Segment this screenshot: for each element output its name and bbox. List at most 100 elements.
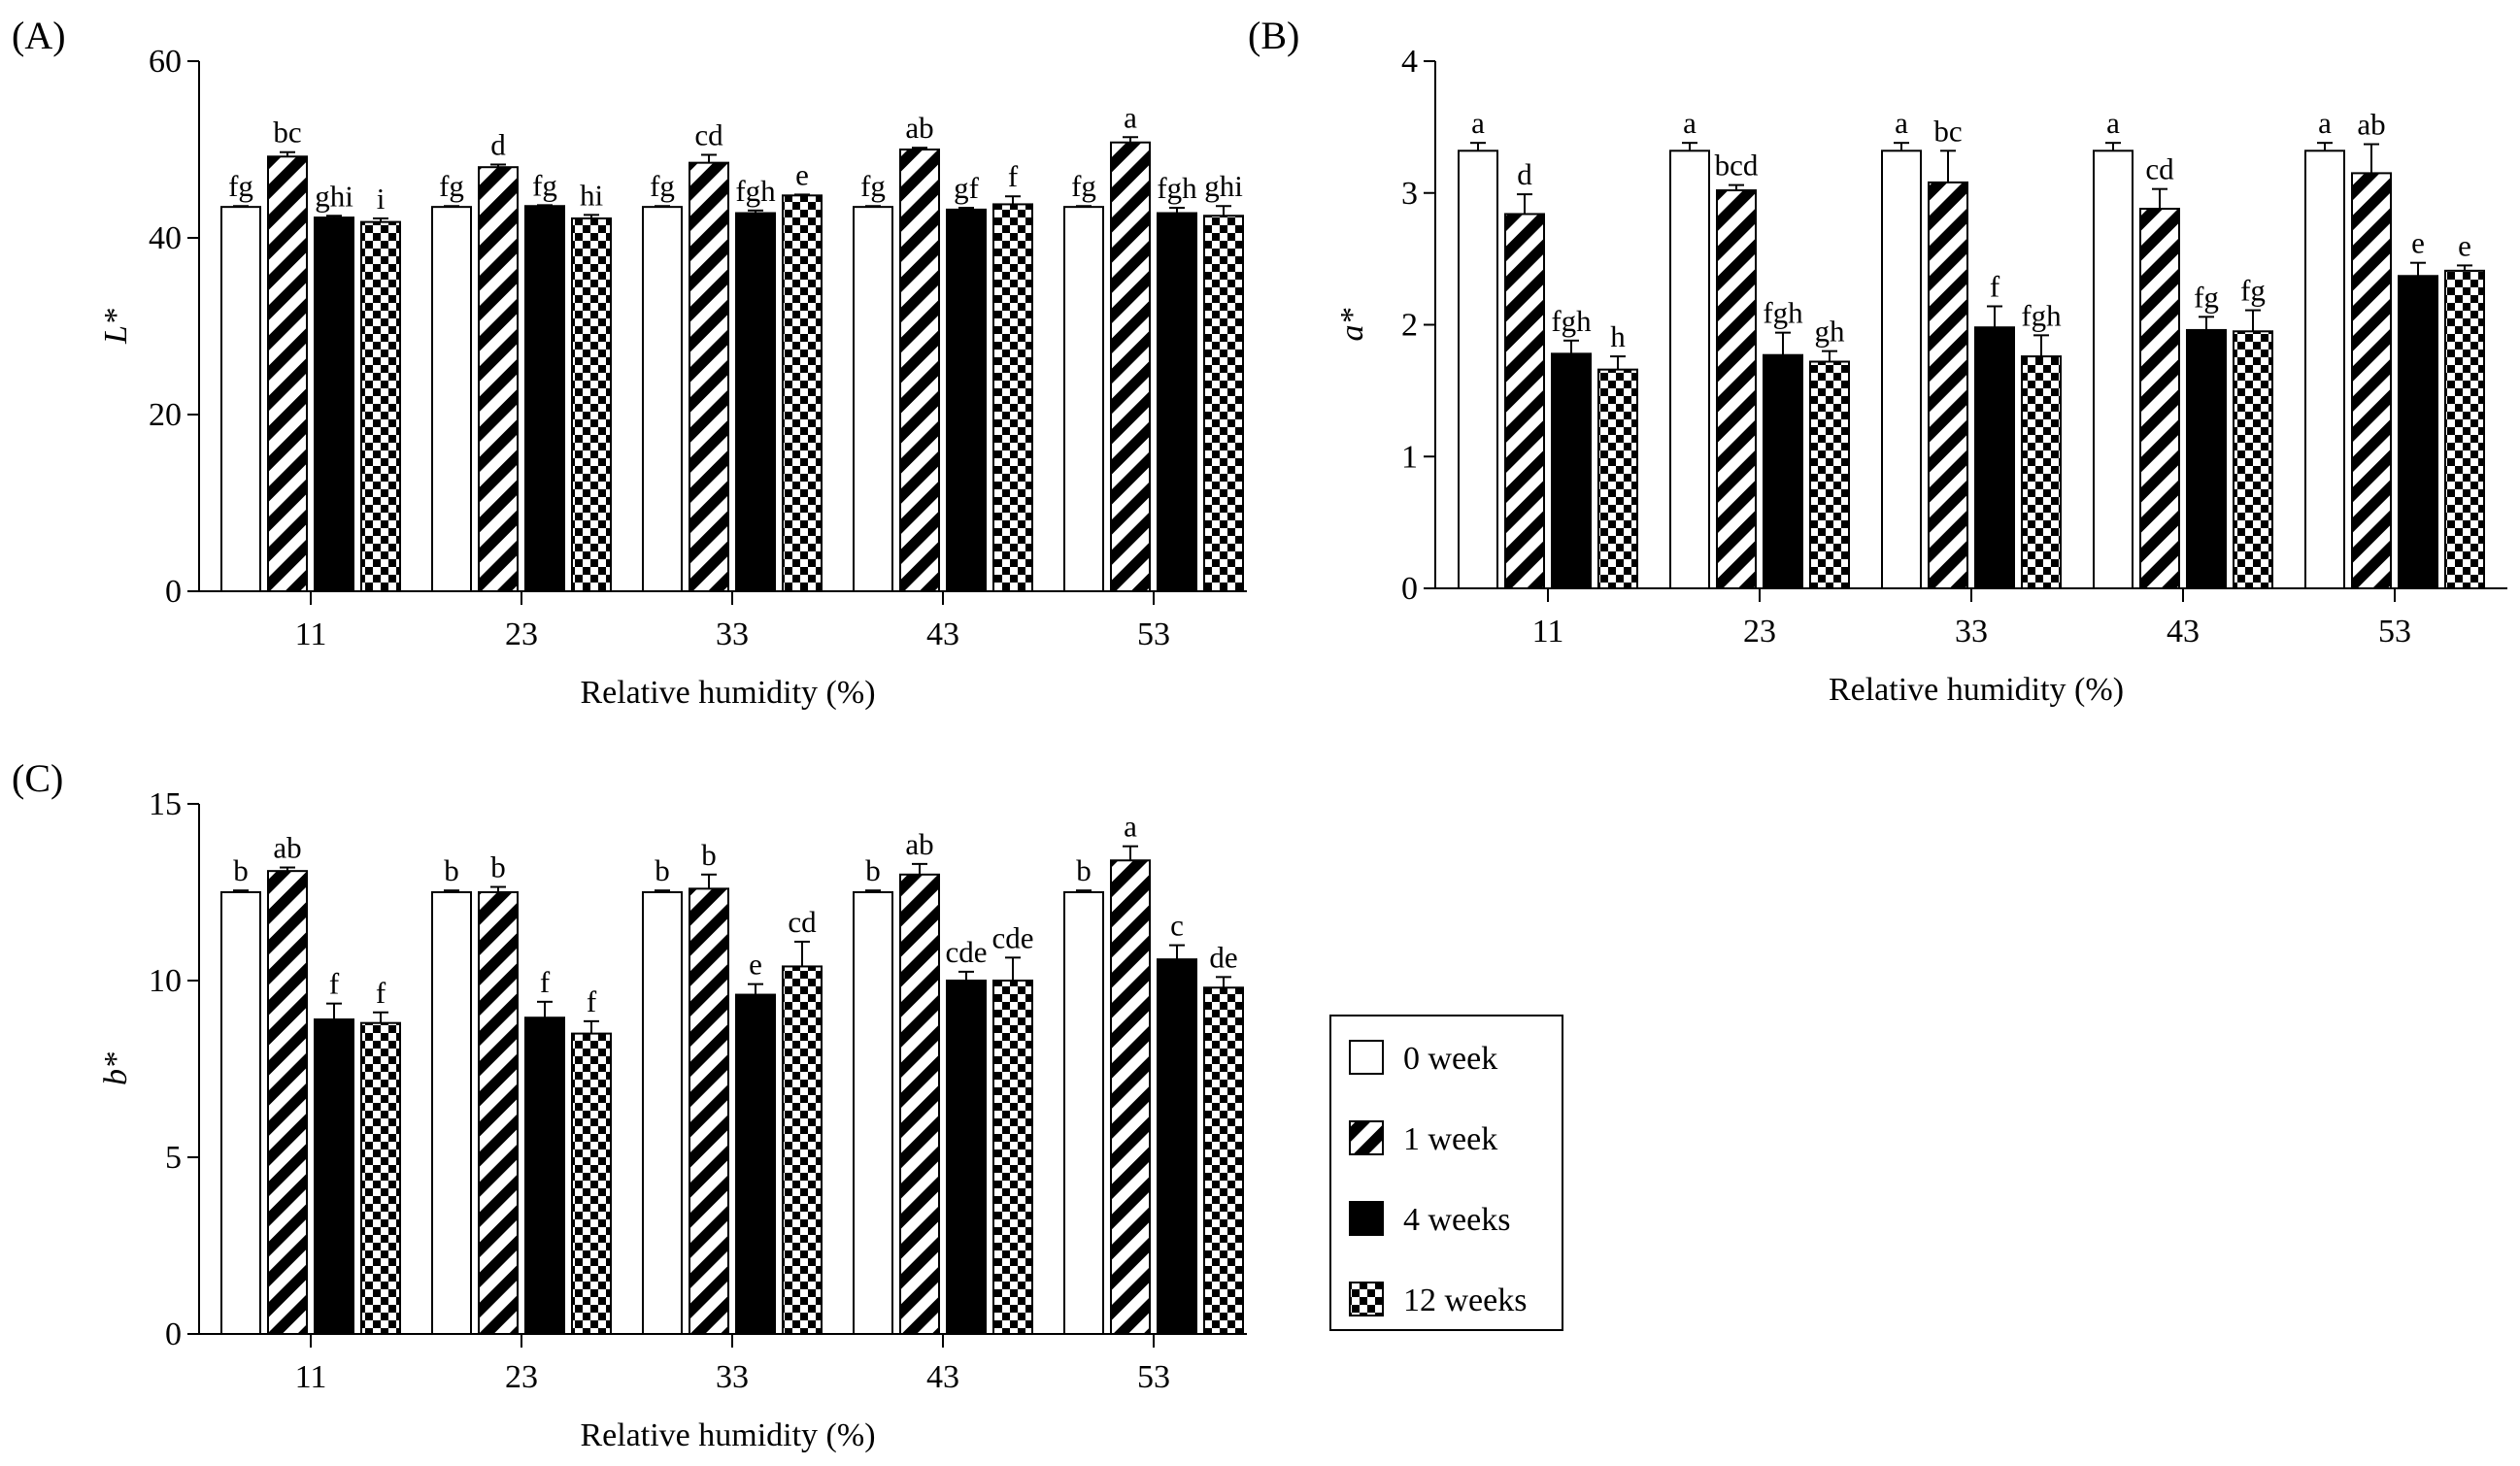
significance-letter: fg [1071, 169, 1096, 203]
bar [853, 206, 893, 592]
significance-letter: b [655, 853, 670, 887]
y-tick-label: 5 [165, 1140, 182, 1176]
significance-letter: fgh [735, 174, 776, 208]
bar [431, 206, 472, 592]
significance-letter: fg [2240, 274, 2266, 308]
significance-letter: ghi [315, 179, 353, 213]
bar [782, 965, 823, 1335]
significance-letter: a [1124, 100, 1137, 134]
significance-letter: f [540, 965, 551, 999]
significance-letter: fg [439, 169, 464, 203]
bar [1110, 859, 1151, 1335]
significance-letter: cd [694, 117, 723, 151]
bar [571, 1032, 612, 1335]
legend-swatch [1349, 1040, 1384, 1075]
bar [2139, 208, 2180, 589]
x-tick-label: 33 [1955, 614, 1988, 650]
x-tick-label: 43 [926, 1359, 959, 1395]
y-tick-label: 4 [1401, 44, 1418, 80]
legend-swatch [1349, 1282, 1384, 1316]
bar [2093, 150, 2134, 589]
bar [478, 891, 519, 1335]
significance-letter: b [865, 853, 881, 887]
y-tick-label: 3 [1401, 176, 1418, 212]
y-axis-label: a* [1334, 309, 1370, 342]
significance-letter: f [1008, 159, 1019, 193]
x-tick-label: 23 [1743, 614, 1776, 650]
y-tick-label: 40 [149, 220, 182, 256]
legend-label: 12 weeks [1403, 1283, 1527, 1318]
bar [992, 203, 1033, 592]
significance-letter: b [233, 853, 249, 887]
x-tick-label: 53 [1137, 1359, 1170, 1395]
y-axis-label: L* [98, 309, 134, 345]
bar [431, 891, 472, 1335]
significance-letter: bc [273, 116, 301, 150]
significance-letter: cde [991, 920, 1033, 954]
bar [220, 891, 261, 1335]
significance-letter: b [1076, 853, 1092, 887]
x-tick-label: 53 [1137, 616, 1170, 652]
x-tick-label: 53 [2378, 614, 2411, 650]
bar [1203, 215, 1244, 592]
legend-swatch [1349, 1120, 1384, 1155]
significance-letter: cd [788, 905, 817, 939]
bar [1763, 353, 1803, 589]
bar [2233, 330, 2273, 589]
x-axis-label: Relative humidity (%) [580, 675, 875, 711]
significance-letter: b [444, 853, 459, 887]
bar [946, 208, 987, 592]
legend-label: 0 week [1403, 1041, 1497, 1077]
bar [2351, 172, 2392, 589]
significance-letter: b [490, 850, 506, 884]
y-axis-label: b* [98, 1052, 134, 1085]
bar [992, 980, 1033, 1335]
significance-letter: cde [945, 935, 987, 969]
significance-letter: ab [905, 111, 933, 145]
significance-letter: d [490, 127, 506, 161]
bar [524, 1016, 565, 1335]
legend: 0 week 1 week 4 weeks 12 weeks [1329, 1015, 1563, 1331]
significance-letter: fg [2194, 280, 2219, 314]
significance-letter: f [376, 976, 386, 1010]
significance-letter: d [1517, 157, 1532, 191]
significance-letter: a [1683, 106, 1697, 140]
bar [1881, 150, 1922, 589]
bar [267, 870, 308, 1335]
y-tick-label: 2 [1401, 308, 1418, 344]
bar [524, 205, 565, 593]
bar [899, 149, 940, 592]
significance-letter: a [1471, 106, 1485, 140]
significance-letter: f [329, 967, 340, 1001]
panel-label: (C) [12, 756, 63, 800]
x-tick-label: 23 [505, 1359, 538, 1395]
bar [1110, 141, 1151, 592]
significance-letter: fg [532, 168, 557, 202]
significance-letter: gf [954, 171, 980, 205]
bar [1974, 326, 2015, 589]
bar [1809, 360, 1850, 590]
y-tick-label: 15 [149, 786, 182, 822]
significance-letter: de [1209, 940, 1237, 974]
bar [1669, 150, 1710, 589]
panel-label: (A) [12, 14, 66, 57]
x-tick-label: 11 [295, 616, 327, 652]
x-axis-label: Relative humidity (%) [580, 1417, 875, 1453]
significance-letter: a [2106, 106, 2120, 140]
significance-letter: bcd [1715, 149, 1759, 183]
y-tick-label: 0 [165, 574, 182, 610]
bar [2186, 328, 2227, 589]
bar [1928, 181, 1968, 589]
bar [1551, 352, 1592, 589]
y-tick-label: 0 [165, 1316, 182, 1352]
significance-letter: a [2318, 106, 2332, 140]
significance-letter: gh [1815, 315, 1846, 349]
significance-letter: ab [2357, 108, 2385, 142]
bar [360, 220, 401, 592]
bar [360, 1021, 401, 1336]
significance-letter: i [377, 182, 386, 216]
